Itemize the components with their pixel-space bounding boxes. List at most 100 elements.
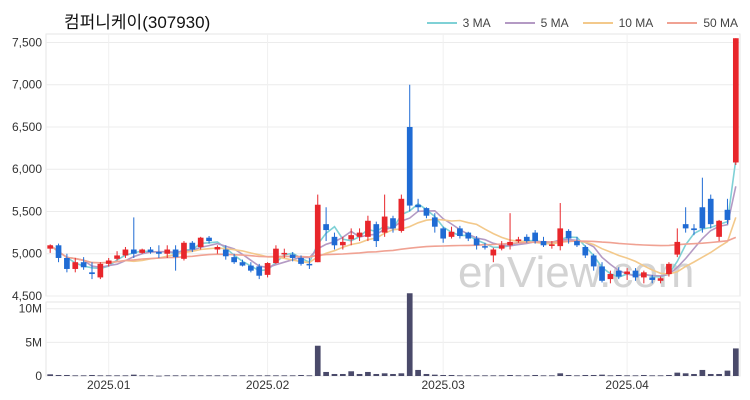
legend-item-ma3[interactable]: 3 MA <box>426 16 491 30</box>
candle-body <box>197 237 204 247</box>
candle-body <box>130 249 137 254</box>
watermark: enView.com <box>458 248 694 297</box>
candle-body <box>465 232 472 239</box>
x-tick-label: 2025.04 <box>605 378 649 392</box>
candle-body <box>523 236 530 242</box>
volume-bar <box>348 371 355 376</box>
volume-bar <box>139 375 145 377</box>
volume-bar <box>181 375 187 377</box>
volume-bar <box>222 375 229 377</box>
volume-bar <box>189 375 196 377</box>
volume-bar <box>314 345 321 376</box>
candle-body <box>331 236 338 246</box>
candle-body <box>64 257 70 269</box>
candle-body <box>574 241 580 246</box>
volume-bar <box>549 375 555 377</box>
candle-body <box>256 266 263 276</box>
candle-body <box>156 252 162 254</box>
volume-bar <box>206 375 212 377</box>
legend-item-ma50[interactable]: 50 MA <box>667 16 738 30</box>
volume-bar <box>231 375 237 377</box>
candle-body <box>356 232 363 237</box>
candle-body <box>716 220 722 237</box>
volume-bar <box>590 374 597 376</box>
volume-bar <box>289 375 296 377</box>
candle-body <box>532 232 538 242</box>
candle-body <box>298 257 304 264</box>
volume-bar <box>248 375 254 377</box>
volume-bar <box>574 375 580 377</box>
volume-bar <box>415 369 421 376</box>
candle-body <box>473 238 480 246</box>
candle-body <box>80 262 87 268</box>
volume-bar <box>632 375 639 377</box>
ma-line-50 <box>49 236 737 264</box>
volume-bar <box>273 375 279 377</box>
chart-title: 컴퍼니케이(307930) <box>64 13 211 32</box>
candle-body <box>323 224 329 231</box>
volume-bar <box>724 370 731 376</box>
candle-body <box>231 257 237 263</box>
candle-body <box>657 278 664 281</box>
candle-body <box>139 249 145 253</box>
legend-item-ma10[interactable]: 10 MA <box>582 16 653 30</box>
candle-body <box>289 254 296 258</box>
candle-body <box>599 266 605 281</box>
volume-bar <box>365 371 371 376</box>
volume-bar <box>498 375 505 377</box>
grid <box>45 33 741 377</box>
candle-body <box>607 274 614 280</box>
candle-body <box>147 249 154 253</box>
legend-label-ma3: 3 MA <box>462 16 491 30</box>
candle-body <box>557 228 564 247</box>
volume-bar <box>72 375 79 377</box>
candle-body <box>507 241 513 246</box>
price-tick-label: 4,500 <box>12 289 42 303</box>
candle-body <box>172 249 179 258</box>
candle-body <box>398 198 405 231</box>
volume-bar <box>398 373 405 376</box>
volume-bar <box>565 374 572 376</box>
candle-body <box>490 249 497 256</box>
candle-body <box>248 265 254 271</box>
volume-bar <box>47 374 54 376</box>
candle-body <box>540 241 547 246</box>
volume-bar <box>448 374 455 376</box>
candle-body <box>699 207 706 229</box>
volume-tick-label: 5M <box>25 335 42 349</box>
volume-bar <box>674 372 681 376</box>
volume-bar <box>164 375 171 377</box>
candle-body <box>164 249 171 254</box>
candle-body <box>641 272 647 278</box>
volume-bar <box>214 375 221 377</box>
volume-bar <box>298 374 304 376</box>
candle-body <box>682 224 689 229</box>
candle-body <box>624 271 630 275</box>
candle-body <box>55 245 62 258</box>
candle-body <box>390 218 396 229</box>
candle-body <box>482 246 488 248</box>
volume-bar <box>331 373 338 376</box>
volume-bar <box>582 374 589 376</box>
volume-bar <box>557 373 564 376</box>
volume-bar <box>666 374 672 376</box>
volume-bar <box>356 373 363 376</box>
candle-body <box>365 220 371 237</box>
candle-body <box>181 242 187 259</box>
volume-bar <box>339 373 346 376</box>
legend: 3 MA 5 MA 10 MA 50 MA <box>426 16 738 30</box>
legend-swatch-ma5 <box>504 22 535 24</box>
candle-body <box>448 231 455 237</box>
volume-bar <box>624 375 630 377</box>
candle-body <box>72 262 79 269</box>
volume-bar <box>641 374 647 376</box>
candle-body <box>582 246 589 256</box>
price-tick-label: 5,000 <box>12 247 42 261</box>
candle-body <box>222 249 229 257</box>
volume-bar <box>172 375 179 377</box>
volume-bar <box>423 373 430 376</box>
legend-item-ma5[interactable]: 5 MA <box>504 16 569 30</box>
legend-swatch-ma50 <box>667 22 698 24</box>
candle-body <box>707 198 714 225</box>
volume-bar <box>732 348 739 376</box>
